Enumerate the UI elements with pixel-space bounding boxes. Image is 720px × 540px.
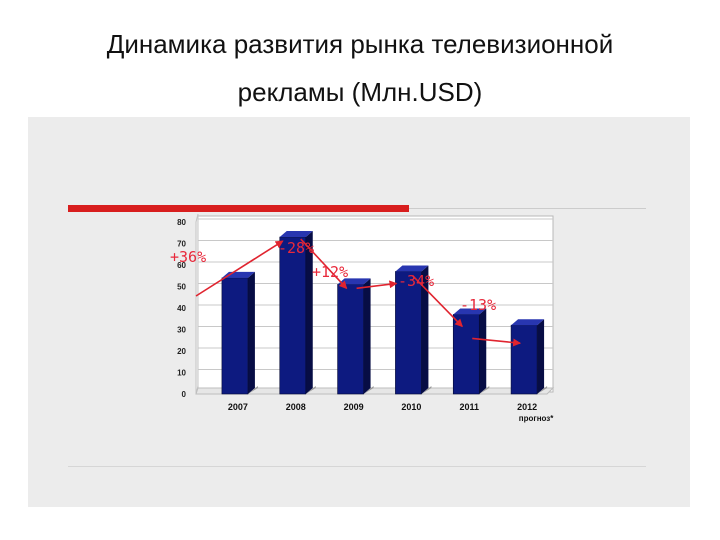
x-tick-label: 2010 — [401, 402, 421, 412]
bar-front — [221, 277, 249, 395]
bar-top — [221, 271, 255, 278]
change-arrow — [472, 337, 522, 347]
bar-front — [279, 236, 307, 395]
bar-side — [421, 265, 429, 394]
bar-top — [279, 231, 313, 238]
change-annotation: +12% — [312, 263, 348, 281]
y-tick-label: 10 — [177, 369, 186, 378]
y-tick-label: 50 — [177, 283, 186, 292]
y-tick-label: 80 — [177, 218, 186, 227]
bar-side — [305, 231, 313, 394]
bar — [337, 278, 374, 395]
change-annotation: -28% — [278, 239, 314, 257]
bar — [279, 231, 316, 395]
bar-top — [453, 308, 487, 315]
bar-side — [363, 278, 371, 394]
y-tick-label: 0 — [182, 390, 187, 399]
bar-shadow — [305, 386, 316, 394]
bar-side — [479, 308, 487, 394]
bar-top — [511, 319, 545, 326]
bar — [221, 271, 258, 395]
change-arrow — [411, 274, 463, 328]
bar — [452, 308, 490, 395]
bar-top — [395, 265, 429, 272]
bar — [395, 265, 432, 395]
y-tick-label: 40 — [177, 304, 186, 313]
bar — [510, 319, 548, 395]
bar-front — [337, 284, 364, 395]
change-arrow — [300, 238, 348, 290]
y-tick-label: 20 — [177, 347, 186, 356]
x-tick-label: 2008 — [286, 402, 306, 412]
x-tick-sublabel: прогноз* — [519, 414, 555, 423]
bar-shadow — [421, 386, 432, 394]
bar-side — [247, 271, 255, 394]
bar-front — [395, 271, 422, 395]
bar-front — [510, 324, 538, 395]
change-arrow — [195, 240, 284, 297]
y-tick-label: 60 — [177, 261, 186, 270]
accent-red-line — [68, 205, 409, 212]
x-tick-label: 2011 — [459, 402, 479, 412]
bar-shadow — [247, 386, 258, 394]
bar-shadow — [363, 386, 374, 394]
bar-shadow — [479, 386, 490, 394]
divider-line-bottom — [68, 466, 646, 467]
bar-front — [452, 314, 480, 395]
plot-side-wall — [195, 213, 199, 395]
y-tick-label: 70 — [177, 240, 186, 249]
divider-line-top — [409, 208, 646, 209]
slide-title-line-1: Динамика развития рынка телевизионной — [106, 29, 614, 59]
slide-title-line-2: рекламы (Млн.USD) — [237, 77, 483, 107]
change-annotation: -13% — [460, 296, 496, 314]
x-tick-label: 2007 — [228, 402, 248, 412]
y-tick-label: 30 — [177, 326, 186, 335]
x-tick-label: 2009 — [344, 402, 364, 412]
bar-side — [537, 319, 545, 394]
change-annotation: +36% — [170, 248, 206, 266]
plot-area — [197, 215, 554, 393]
x-tick-label: 2012 — [517, 402, 537, 412]
bar-shadow — [537, 386, 548, 394]
change-annotation: -34% — [398, 272, 434, 290]
change-arrow — [356, 280, 398, 290]
